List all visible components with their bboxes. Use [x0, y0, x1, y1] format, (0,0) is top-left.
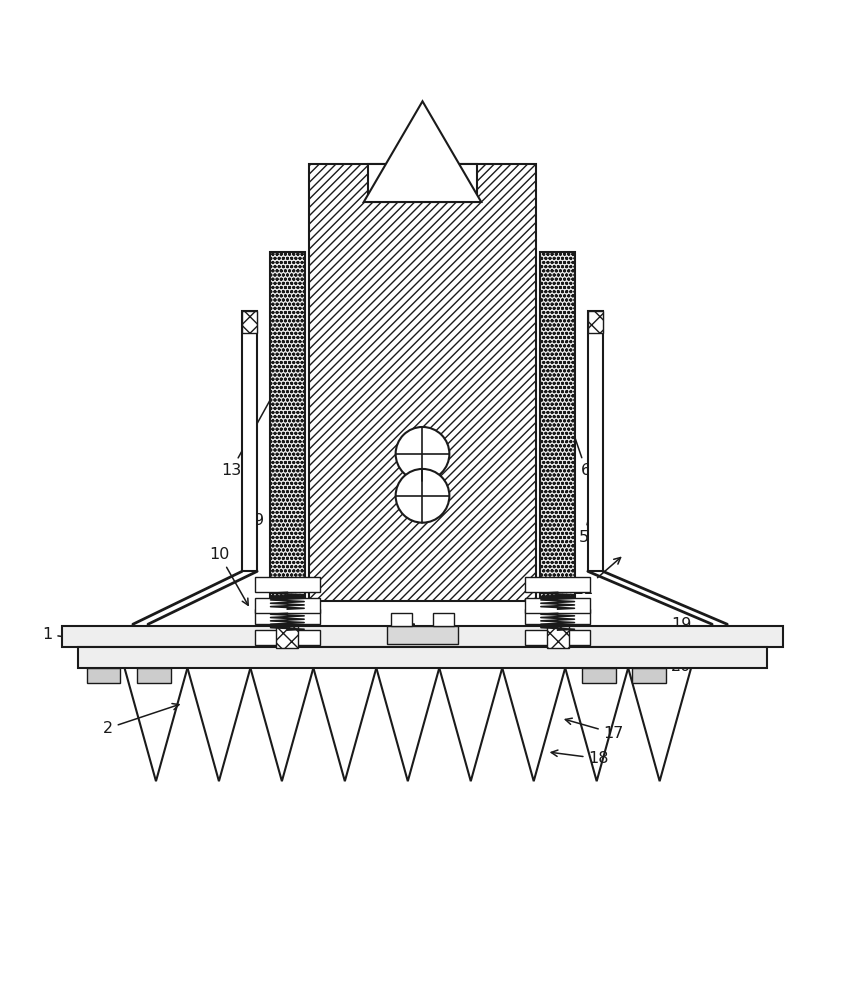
Text: 13: 13 — [221, 386, 278, 478]
Text: 3: 3 — [530, 631, 562, 650]
Bar — [587, 311, 603, 333]
Text: 9: 9 — [248, 479, 263, 528]
Bar — [387, 626, 457, 644]
Bar — [539, 252, 575, 597]
Bar — [587, 311, 603, 571]
Text: 2: 2 — [102, 704, 179, 736]
Bar — [524, 609, 590, 624]
Text: 17: 17 — [565, 718, 624, 741]
Polygon shape — [565, 668, 627, 781]
Bar — [241, 311, 257, 571]
Bar — [367, 164, 477, 202]
Bar — [254, 577, 320, 592]
Text: 1: 1 — [42, 627, 82, 642]
Polygon shape — [250, 668, 313, 781]
Bar — [241, 311, 257, 333]
Polygon shape — [363, 101, 481, 202]
Bar — [276, 626, 298, 648]
Bar — [524, 598, 590, 613]
Bar — [254, 630, 320, 645]
Polygon shape — [187, 668, 250, 781]
Bar — [309, 164, 535, 601]
Bar — [269, 252, 305, 597]
Bar — [254, 598, 320, 613]
Text: 5: 5 — [578, 496, 595, 545]
Polygon shape — [439, 668, 501, 781]
Circle shape — [395, 427, 449, 481]
Text: 18: 18 — [550, 750, 609, 766]
Bar — [254, 609, 320, 624]
Polygon shape — [501, 668, 565, 781]
Bar — [582, 668, 614, 683]
Text: 19: 19 — [670, 617, 690, 635]
Bar — [87, 668, 120, 683]
Text: 10: 10 — [209, 547, 248, 605]
Bar — [433, 613, 454, 626]
Polygon shape — [627, 668, 690, 781]
Bar — [524, 630, 590, 645]
Text: 11: 11 — [454, 457, 512, 516]
Bar — [78, 647, 766, 668]
Polygon shape — [376, 668, 439, 781]
Polygon shape — [313, 668, 376, 781]
Polygon shape — [124, 668, 187, 781]
Circle shape — [395, 469, 449, 523]
Bar — [62, 626, 782, 647]
Bar — [631, 668, 665, 683]
Text: 6: 6 — [561, 404, 591, 478]
Text: 20: 20 — [670, 659, 690, 674]
Bar — [390, 613, 411, 626]
Bar — [524, 577, 590, 592]
Bar — [546, 626, 568, 648]
Text: 21: 21 — [573, 558, 619, 597]
Bar — [137, 668, 170, 683]
